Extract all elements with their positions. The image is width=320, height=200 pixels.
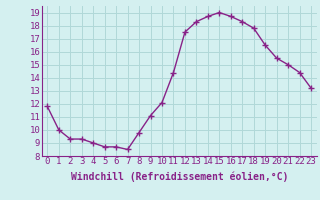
- X-axis label: Windchill (Refroidissement éolien,°C): Windchill (Refroidissement éolien,°C): [70, 172, 288, 182]
